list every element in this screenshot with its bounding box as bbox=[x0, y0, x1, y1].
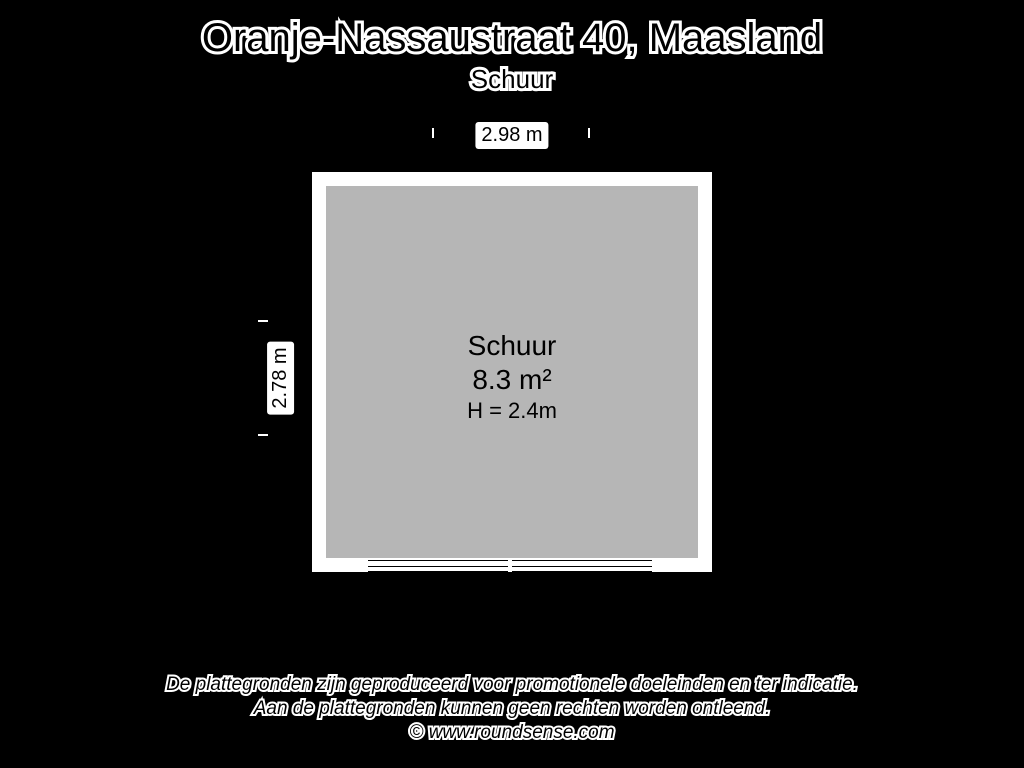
page-title: Oranje-Nassaustraat 40, Maasland bbox=[202, 16, 822, 61]
dim-tick bbox=[588, 128, 590, 138]
room-height: H = 2.4m bbox=[467, 398, 557, 424]
room-area: 8.3 m² bbox=[472, 364, 551, 396]
disclaimer-line: Aan de plattegronden kunnen geen rechten… bbox=[254, 698, 771, 720]
dim-tick bbox=[258, 434, 268, 436]
door-opening bbox=[512, 560, 652, 572]
disclaimer-line: De plattegronden zijn geproduceerd voor … bbox=[166, 674, 858, 696]
dim-tick bbox=[258, 320, 268, 322]
dimension-height: 2.78 m bbox=[267, 341, 294, 414]
door-opening bbox=[368, 560, 508, 572]
copyright: © www.roundsense.com bbox=[409, 722, 614, 744]
dimension-width: 2.98 m bbox=[475, 122, 548, 149]
dim-tick bbox=[432, 128, 434, 138]
room-name: Schuur bbox=[468, 330, 557, 362]
page-subtitle: Schuur bbox=[471, 64, 553, 95]
